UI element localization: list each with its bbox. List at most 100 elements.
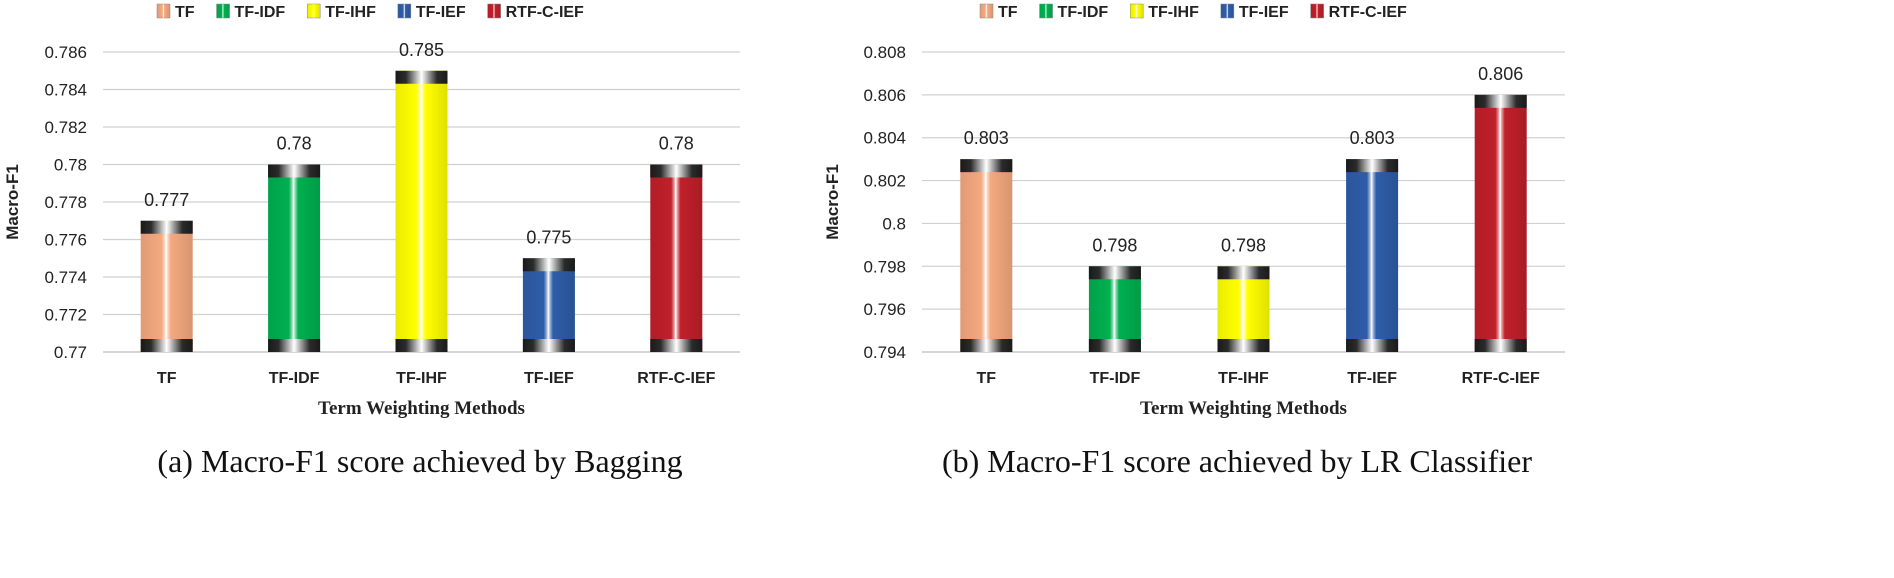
legend-label-tf-ief: TF-IEF (1239, 4, 1289, 21)
legend: TF TF-IDF TF-IHF TF-IEF RTF-C-IEF (156, 3, 584, 21)
legend-swatch-tf-idf (1039, 3, 1053, 19)
bar-bottom-cap (1346, 339, 1399, 352)
bar-rtf-c-ief (1474, 94, 1527, 352)
legend-label-rtf-c-ief: RTF-C-IEF (506, 4, 584, 21)
x-tick-label: TF-IEF (524, 370, 574, 387)
x-axis-label: Term Weighting Methods (1140, 398, 1347, 419)
x-tick-label: TF-IEF (1347, 370, 1397, 387)
y-tick-label: 0.796 (863, 300, 906, 319)
x-tick-label: TF (157, 370, 177, 387)
bar-top-cap (1217, 266, 1270, 280)
x-axis-label: Term Weighting Methods (318, 398, 525, 419)
bar-bottom-cap (960, 339, 1013, 352)
chart-panel-1: TF TF-IDF TF-IHF TF-IEF RTF-C-IEF 0.77 0.772 0.… (3, 3, 740, 479)
y-tick-label: 0.782 (44, 118, 87, 137)
data-label: 0.798 (1092, 235, 1137, 255)
bar-bottom-cap (650, 339, 703, 352)
legend-label-tf-ihf: TF-IHF (325, 4, 376, 21)
y-tick-label: 0.798 (863, 257, 906, 276)
x-tick-label: TF (977, 370, 997, 387)
y-tick-label: 0.786 (44, 43, 87, 62)
bar-top-cap (522, 258, 575, 272)
y-tick-label: 0.806 (863, 86, 906, 105)
y-tick-label: 0.804 (863, 129, 906, 148)
bar-body (960, 159, 1013, 352)
chart-panel-2: TF TF-IDF TF-IHF TF-IEF RTF-C-IEF 0.794 0.796 0… (823, 3, 1565, 479)
bar-tf-ief (522, 258, 575, 352)
y-tick-label: 0.802 (863, 172, 906, 191)
figure-caption: (b) Macro-F1 score achieved by LR Classi… (942, 443, 1532, 479)
bar-top-cap (1088, 266, 1141, 280)
y-tick-label: 0.78 (54, 156, 87, 175)
y-tick-label: 0.77 (54, 343, 87, 362)
legend-swatch-tf (979, 3, 994, 19)
legend-swatch-tf-idf (216, 3, 230, 19)
legend-label-tf: TF (175, 4, 195, 21)
bar-top-cap (1346, 159, 1399, 173)
y-tick-label: 0.772 (44, 306, 87, 325)
bar-body (1474, 94, 1527, 352)
y-tick-label: 0.784 (44, 81, 87, 100)
bar-bottom-cap (140, 339, 193, 352)
legend-swatch-tf-ihf (1129, 3, 1144, 19)
legend: TF TF-IDF TF-IHF TF-IEF RTF-C-IEF (979, 3, 1407, 21)
bar-bottom-cap (395, 339, 448, 352)
data-label: 0.78 (277, 134, 312, 154)
data-label: 0.785 (399, 40, 444, 60)
bar-body (268, 164, 321, 352)
bar-top-cap (650, 164, 703, 178)
bar-rtf-c-ief (650, 164, 703, 352)
data-label: 0.78 (659, 134, 694, 154)
bar-top-cap (268, 164, 321, 178)
data-label: 0.803 (1350, 128, 1395, 148)
legend-swatch-rtf-c-ief (1310, 3, 1324, 19)
bar-bottom-cap (1217, 339, 1270, 352)
bar-top-cap (140, 220, 193, 234)
figure-caption: (a) Macro-F1 score achieved by Bagging (157, 443, 682, 479)
legend-swatch-rtf-c-ief (487, 3, 501, 19)
bar-bottom-cap (1474, 339, 1527, 352)
legend-label-rtf-c-ief: RTF-C-IEF (1329, 4, 1407, 21)
x-tick-label: RTF-C-IEF (1462, 370, 1540, 387)
data-label: 0.803 (964, 128, 1009, 148)
legend-swatch-tf-ief (1220, 3, 1235, 19)
bar-top-cap (960, 159, 1013, 173)
bar-body (650, 164, 703, 352)
y-axis-label: Macro-F1 (3, 164, 22, 240)
bar-tf-ihf (395, 70, 448, 352)
legend-label-tf-idf: TF-IDF (1058, 4, 1109, 21)
legend-swatch-tf-ihf (306, 3, 321, 19)
bar-tf-idf (268, 164, 321, 352)
legend-swatch-tf-ief (397, 3, 412, 19)
y-axis-label: Macro-F1 (823, 164, 842, 240)
x-tick-label: TF-IDF (1090, 370, 1141, 387)
y-tick-label: 0.8 (882, 214, 906, 233)
data-label: 0.777 (144, 190, 189, 210)
bar-body (1346, 159, 1399, 352)
y-tick-label: 0.774 (44, 268, 87, 287)
x-tick-label: TF-IDF (269, 370, 320, 387)
bar-tf (140, 220, 193, 352)
bar-bottom-cap (268, 339, 321, 352)
x-tick-label: RTF-C-IEF (637, 370, 715, 387)
bar-body (140, 220, 193, 352)
bar-bottom-cap (1088, 339, 1141, 352)
bar-tf-ihf (1217, 266, 1270, 352)
bar-top-cap (395, 70, 448, 84)
bar-body (395, 70, 448, 352)
legend-label-tf-ief: TF-IEF (416, 4, 466, 21)
y-tick-label: 0.776 (44, 231, 87, 250)
legend-swatch-tf (156, 3, 171, 19)
legend-label-tf-idf: TF-IDF (235, 4, 286, 21)
bar-tf-idf (1088, 266, 1141, 352)
data-label: 0.806 (1478, 64, 1523, 84)
y-tick-label: 0.794 (863, 343, 906, 362)
bar-bottom-cap (522, 339, 575, 352)
legend-label-tf: TF (998, 4, 1018, 21)
bar-tf-ief (1346, 159, 1399, 352)
legend-label-tf-ihf: TF-IHF (1148, 4, 1199, 21)
bar-tf (960, 159, 1013, 352)
bar-body (522, 258, 575, 352)
data-label: 0.775 (526, 227, 571, 247)
